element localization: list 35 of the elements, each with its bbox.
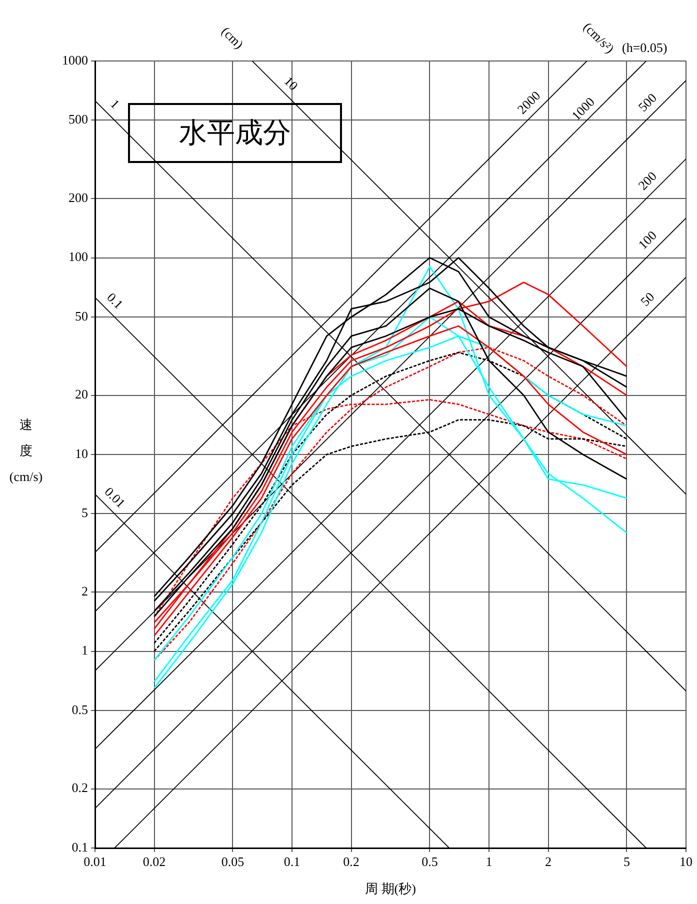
x-tick-label: 0.1 [284, 854, 300, 870]
y-tick-label: 0.1 [72, 839, 88, 854]
text: (cm) [218, 24, 247, 52]
x-tick-label: 0.2 [343, 854, 360, 870]
y-axis-title: 速度(cm/s) [8, 416, 44, 486]
y-tick-label: 0.5 [72, 702, 88, 717]
y-tick-label: 500 [68, 112, 88, 127]
x-tick-label: 2 [545, 854, 552, 870]
x-axis-title: 周 期(秒) [364, 880, 417, 898]
y-tick-label: 1000 [62, 52, 88, 68]
x-tick-label: 10 [680, 854, 692, 870]
annotation: 0.01 [102, 484, 128, 511]
x-tick-label: 0.5 [422, 854, 438, 870]
y-tick-label: 10 [75, 446, 88, 461]
text: (h=0.05) [622, 40, 668, 56]
y-tick-label: 5 [82, 505, 88, 520]
y-tick-label: 1 [82, 642, 88, 658]
y-tick-label: 0.2 [72, 780, 88, 796]
annotation: 200 [635, 168, 660, 193]
y-tick-label: 100 [68, 249, 88, 264]
annotation: 1 [108, 96, 123, 112]
x-tick-label: 1 [486, 854, 492, 870]
y-tick-label: 50 [75, 308, 88, 324]
y-tick-label: 2 [82, 583, 88, 598]
y-tick-label: 200 [68, 190, 88, 205]
annotation: 100 [635, 228, 660, 252]
y-tick-label: 20 [75, 386, 88, 402]
x-tick-label: 0.02 [142, 854, 166, 870]
annotation: 500 [635, 90, 660, 115]
x-tick-label: 5 [623, 854, 630, 870]
x-tick-label: 0.05 [221, 854, 244, 870]
annotation: 50 [637, 289, 658, 310]
annotation: 10 [281, 73, 302, 94]
x-tick-label: 0.01 [84, 854, 106, 870]
annotation: 0.1 [104, 290, 126, 312]
